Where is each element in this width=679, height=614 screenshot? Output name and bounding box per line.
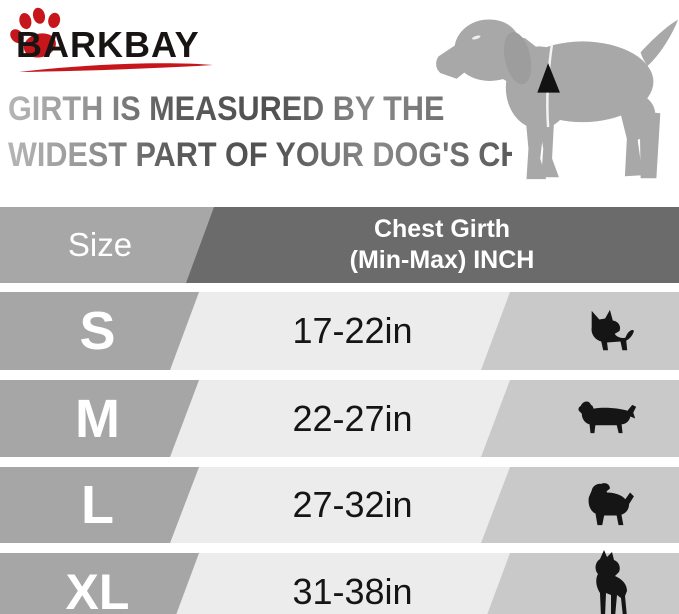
header-size-label: Size xyxy=(67,226,133,263)
tagline-line2: WIDEST PART OF YOUR DOG'S CHEST. xyxy=(8,132,587,178)
size-label-s: S xyxy=(79,301,116,361)
girth-cell-bg xyxy=(170,380,510,457)
header-size-cell xyxy=(0,207,214,283)
dog-girth-illustration xyxy=(436,19,679,180)
girth-cell-bg xyxy=(170,467,510,543)
table-row-m: M 22-27in xyxy=(0,380,679,457)
girth-value-s: 17-22in xyxy=(292,310,413,351)
size-label-l: L xyxy=(81,475,114,535)
icon-cell-s xyxy=(558,292,658,370)
table-row-s: S 17-22in xyxy=(0,292,679,370)
size-cell-bg xyxy=(0,292,199,370)
icon-cell-xl xyxy=(558,550,658,614)
girth-cell-bg xyxy=(170,553,510,614)
tagline-line1: GIRTH IS MEASURED BY THE xyxy=(8,86,512,132)
size-label-m: M xyxy=(75,388,120,449)
dachshund-icon xyxy=(578,401,637,434)
girth-value-l: 27-32in xyxy=(292,484,413,525)
header-girth-line1: Chest Girth xyxy=(373,215,511,243)
size-label-xl: XL xyxy=(65,564,130,614)
chihuahua-icon xyxy=(591,309,634,351)
size-cell-bg xyxy=(0,467,199,543)
header-girth-cell: Chest Girth (Min-Max) INCH xyxy=(205,207,679,283)
header-girth-line2: (Min-Max) INCH xyxy=(349,246,535,274)
size-cell-bg xyxy=(0,553,199,614)
icon-cell-m xyxy=(558,380,658,457)
girth-cell-bg xyxy=(170,292,510,370)
brand-underline-swoosh xyxy=(19,63,213,72)
brand-name: BARKBAY xyxy=(16,24,200,65)
dog-eye xyxy=(472,35,481,40)
brand-logo: BARKBAY xyxy=(4,4,234,84)
great-dane-icon xyxy=(595,550,627,614)
table-row-l: L 27-32in xyxy=(0,467,679,543)
tagline: GIRTH IS MEASURED BY THE WIDEST PART OF … xyxy=(8,86,587,178)
girth-value-m: 22-27in xyxy=(292,397,413,439)
rottweiler-icon xyxy=(588,483,634,526)
size-cell-bg xyxy=(0,380,199,457)
table-header: Size Chest Girth (Min-Max) INCH xyxy=(0,207,679,283)
girth-value-xl: 31-38in xyxy=(292,571,413,612)
icon-cell-l xyxy=(558,467,658,543)
paw-icon xyxy=(10,7,61,58)
girth-triangle-marker xyxy=(537,63,560,93)
table-row-xl: XL 31-38in xyxy=(0,550,679,614)
